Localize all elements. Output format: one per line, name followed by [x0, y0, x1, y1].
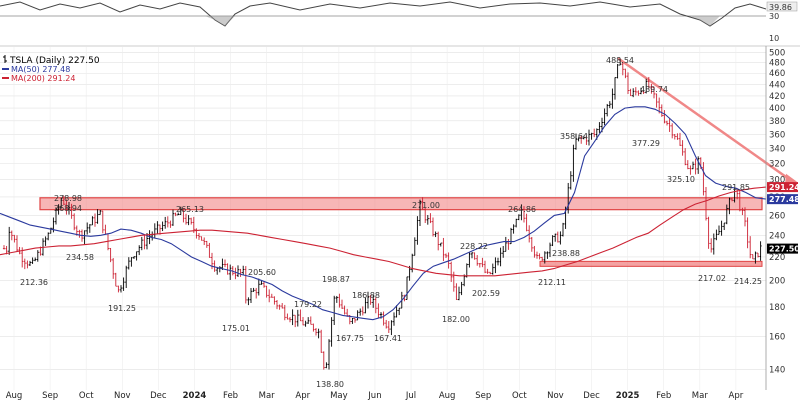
y-tick-label: 140	[769, 366, 785, 376]
x-tick-label: Nov	[114, 391, 131, 400]
y-tick-label: 440	[769, 80, 785, 90]
x-tick-label: Aug	[439, 391, 456, 400]
y-tick-label: 500	[769, 48, 785, 58]
price-label: 167.41	[374, 334, 402, 343]
y-tick-label: 480	[769, 59, 785, 69]
y-tick-label: 320	[769, 160, 785, 170]
right-axis-value: 291.24	[769, 183, 800, 192]
price-label: 325.10	[667, 175, 695, 184]
x-tick-label: Dec	[150, 391, 167, 400]
y-tick-label: 180	[769, 303, 785, 313]
y-tick-label: 400	[769, 104, 785, 114]
indicator-tick-10: 10	[769, 34, 779, 43]
price-label: 217.02	[698, 274, 726, 283]
y-tick-label: 420	[769, 92, 785, 102]
price-label: 167.75	[336, 334, 364, 343]
y-axis: 1401601802002202402602803003203403603804…	[765, 46, 800, 390]
x-tick-label: Aug	[6, 391, 23, 400]
x-tick-label: Jun	[367, 391, 381, 400]
y-tick-label: 240	[769, 231, 785, 241]
y-tick-label: 360	[769, 130, 785, 140]
price-label: 238.88	[552, 249, 580, 258]
legend-ma50: MA(50) 277.48	[11, 65, 70, 74]
y-tick-label: 220	[769, 253, 785, 263]
price-label: 198.87	[322, 275, 350, 284]
x-tick-label: Feb	[223, 391, 238, 400]
indicator-panel: 39.86 30 10	[0, 0, 800, 46]
right-axis-value: 227.50	[769, 245, 800, 254]
legend-price: TSLA (Daily) 227.50	[9, 56, 100, 66]
price-label: 265.13	[176, 205, 204, 214]
x-tick-label: Oct	[512, 391, 527, 400]
x-tick-label: Sep	[475, 391, 491, 400]
price-label: 186.88	[352, 291, 380, 300]
x-tick-label: Dec	[583, 391, 600, 400]
legend-ma200: MA(200) 291.24	[11, 74, 75, 83]
price-label: 191.25	[108, 304, 136, 313]
y-tick-label: 460	[769, 69, 785, 79]
price-label: 268.94	[54, 204, 82, 213]
right-axis-value: 277.48	[769, 195, 800, 204]
price-label: 179.22	[294, 300, 322, 309]
y-tick-label: 260	[769, 211, 785, 221]
x-tick-label: Jul	[405, 391, 416, 400]
x-tick-label: 2025	[616, 391, 640, 400]
y-tick-label: 380	[769, 117, 785, 127]
x-tick-label: Apr	[729, 391, 744, 400]
price-label: 264.86	[508, 205, 536, 214]
y-tick-label: 340	[769, 145, 785, 155]
grid	[0, 47, 766, 390]
price-label: 358.64	[560, 132, 588, 141]
right-axis-value-box	[767, 194, 798, 205]
price-label: 182.00	[442, 315, 470, 324]
legend: TSLA (Daily) 227.50 MA(50) 277.48 MA(200…	[2, 55, 100, 83]
price-label: 278.98	[54, 194, 82, 203]
price-label: 138.80	[316, 380, 344, 389]
trend-arrow	[785, 173, 797, 185]
indicator-line	[0, 1, 767, 27]
price-label: 228.22	[460, 242, 488, 251]
x-tick-label: Mar	[692, 391, 709, 400]
legend-bar-icon	[3, 55, 7, 63]
x-tick-label: Apr	[295, 391, 310, 400]
price-label: 212.11	[538, 278, 566, 287]
x-tick-label: Nov	[547, 391, 564, 400]
x-tick-label: Mar	[259, 391, 276, 400]
right-axis-value-box	[767, 182, 798, 193]
y-tick-label: 160	[769, 332, 785, 342]
annotation-shapes	[39, 57, 797, 267]
y-tick-label: 200	[769, 277, 785, 287]
x-tick-label: 2024	[183, 391, 207, 400]
price-label: 202.59	[472, 289, 500, 298]
price-label: 439.74	[640, 85, 668, 94]
x-tick-label: Oct	[79, 391, 94, 400]
support-line	[539, 260, 763, 267]
x-tick-label: Feb	[656, 391, 671, 400]
price-label: 234.58	[66, 253, 94, 262]
indicator-readout-box	[766, 1, 798, 12]
trend-line	[617, 57, 791, 181]
right-axis-value-box	[767, 243, 798, 254]
x-tick-label: Sep	[42, 391, 58, 400]
price-label: 175.01	[222, 324, 250, 333]
price-label: 377.29	[632, 139, 660, 148]
price-label: 488.54	[606, 56, 634, 65]
plot-area	[0, 47, 766, 390]
moving-averages	[0, 106, 767, 321]
price-label: 214.25	[734, 277, 762, 286]
indicator-readout: 39.86	[769, 3, 792, 12]
price-label: 271.00	[412, 201, 440, 210]
ma200-line	[0, 186, 767, 277]
x-tick-label: May	[330, 391, 348, 400]
ma50-line	[0, 106, 767, 321]
price-label: 205.60	[248, 268, 276, 277]
y-tick-label: 300	[769, 176, 785, 186]
resistance-band	[39, 197, 763, 211]
x-axis: Aug Sep Oct Nov Dec 2024 Feb Mar Apr May Jun Jul Aug…	[6, 391, 744, 400]
price-label: 291.85	[722, 183, 750, 192]
indicator-tick-30: 30	[769, 12, 779, 21]
price-label: 212.36	[20, 278, 48, 287]
